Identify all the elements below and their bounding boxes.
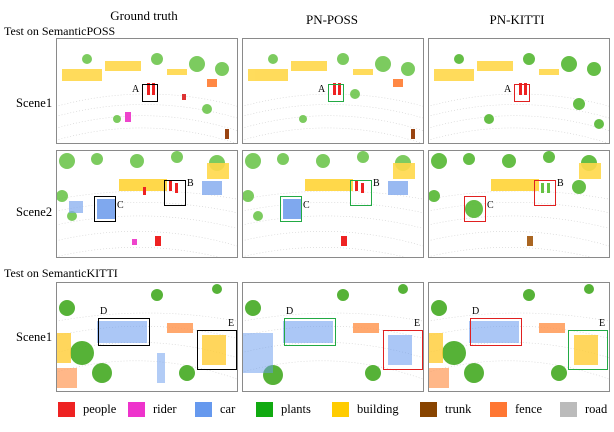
legend-swatch-road xyxy=(560,401,577,417)
section-title-semanticposs: Test on SemanticPOSS xyxy=(4,24,116,38)
point-cloud-kitti-s1-gt xyxy=(57,284,237,388)
legend-label-trunk: trunk xyxy=(445,401,472,416)
legend-item-plants: plants xyxy=(256,400,311,418)
column-header-pn-kitti: PN-KITTI xyxy=(489,12,545,27)
point-cloud-poss-s1-gt xyxy=(57,53,237,143)
panel-poss-scene1-ground-truth xyxy=(56,38,238,144)
legend-swatch-trunk xyxy=(420,401,437,417)
legend-item-car: car xyxy=(195,400,235,418)
highlight-box-a-pn-poss xyxy=(328,84,344,102)
panel-poss-scene2-pn-kitti xyxy=(428,150,610,258)
legend-label-plants: plants xyxy=(281,401,311,416)
point-cloud-poss-s2-pn-poss xyxy=(243,151,423,257)
legend-label-rider: rider xyxy=(153,401,177,416)
highlight-box-b-pn-kitti xyxy=(534,180,556,206)
highlight-box-c-pn-poss xyxy=(280,196,302,222)
legend-item-building: building xyxy=(332,400,399,418)
highlight-box-b-pn-poss xyxy=(350,180,372,206)
box-label-d-pn-poss: D xyxy=(286,306,294,317)
legend-item-trunk: trunk xyxy=(420,400,471,418)
legend-item-fence: fence xyxy=(490,400,542,418)
highlight-box-d-pn-kitti xyxy=(470,318,522,346)
highlight-box-e-pn-poss xyxy=(383,330,423,370)
highlight-box-a-pn-kitti xyxy=(514,84,530,102)
box-label-e-pn-kitti: E xyxy=(599,318,606,329)
highlight-box-d-ground-truth xyxy=(98,318,150,346)
legend-swatch-people xyxy=(58,401,75,417)
row-label-kitti-scene1: Scene1 xyxy=(16,330,53,344)
highlight-box-e-pn-kitti xyxy=(568,330,608,370)
panel-kitti-scene1-ground-truth xyxy=(56,282,238,392)
box-label-d-pn-kitti: D xyxy=(472,306,480,317)
panel-kitti-scene1-pn-poss xyxy=(242,282,424,392)
legend-label-road: road xyxy=(585,401,608,416)
panel-poss-scene1-pn-kitti xyxy=(428,38,610,144)
box-label-b-pn-poss: B xyxy=(373,178,380,189)
legend-label-car: car xyxy=(220,401,236,416)
box-label-c-pn-poss: C xyxy=(303,200,310,211)
point-cloud-poss-s1-pn-kitti xyxy=(429,53,609,143)
highlight-box-b-ground-truth xyxy=(164,180,186,206)
row-label-poss-scene2: Scene2 xyxy=(16,205,53,219)
column-header-ground-truth: Ground truth xyxy=(110,8,178,23)
legend-swatch-plants xyxy=(256,401,273,417)
point-cloud-poss-s2-pn-kitti xyxy=(429,151,609,257)
panel-poss-scene2-pn-poss xyxy=(242,150,424,258)
highlight-box-d-pn-poss xyxy=(284,318,336,346)
highlight-box-c-pn-kitti xyxy=(464,196,486,222)
box-label-a-pn-kitti: A xyxy=(504,84,512,95)
column-header-pn-poss: PN-POSS xyxy=(305,12,359,27)
legend-label-building: building xyxy=(357,401,399,416)
box-label-c-ground-truth: C xyxy=(117,200,124,211)
legend-label-people: people xyxy=(83,401,117,416)
panel-kitti-scene1-pn-kitti xyxy=(428,282,610,392)
highlight-box-e-ground-truth xyxy=(197,330,237,370)
legend-item-rider: rider xyxy=(128,400,177,418)
point-cloud-poss-s2-gt xyxy=(57,151,237,257)
highlight-box-c-ground-truth xyxy=(94,196,116,222)
legend-swatch-building xyxy=(332,401,349,417)
legend-swatch-car xyxy=(195,401,212,417)
box-label-a-ground-truth: A xyxy=(132,84,140,95)
box-label-b-pn-kitti: B xyxy=(557,178,564,189)
box-label-d-ground-truth: D xyxy=(100,306,108,317)
box-label-e-pn-poss: E xyxy=(414,318,421,329)
legend-label-fence: fence xyxy=(515,401,543,416)
panel-poss-scene2-ground-truth xyxy=(56,150,238,258)
legend-swatch-fence xyxy=(490,401,507,417)
row-label-poss-scene1: Scene1 xyxy=(16,96,53,110)
box-label-c-pn-kitti: C xyxy=(487,200,494,211)
legend-item-people: people xyxy=(58,400,116,418)
highlight-box-a-ground-truth xyxy=(142,84,158,102)
point-cloud-kitti-s1-pn-kitti xyxy=(429,284,609,388)
legend-item-road: road xyxy=(560,400,607,418)
section-title-semantickitti: Test on SemanticKITTI xyxy=(4,266,118,280)
box-label-b-ground-truth: B xyxy=(187,178,194,189)
box-label-a-pn-poss: A xyxy=(318,84,326,95)
point-cloud-kitti-s1-pn-poss xyxy=(243,284,423,385)
point-cloud-poss-s1-pn-poss xyxy=(243,53,423,143)
panel-poss-scene1-pn-poss xyxy=(242,38,424,144)
legend-swatch-rider xyxy=(128,401,145,417)
box-label-e-ground-truth: E xyxy=(228,318,235,329)
